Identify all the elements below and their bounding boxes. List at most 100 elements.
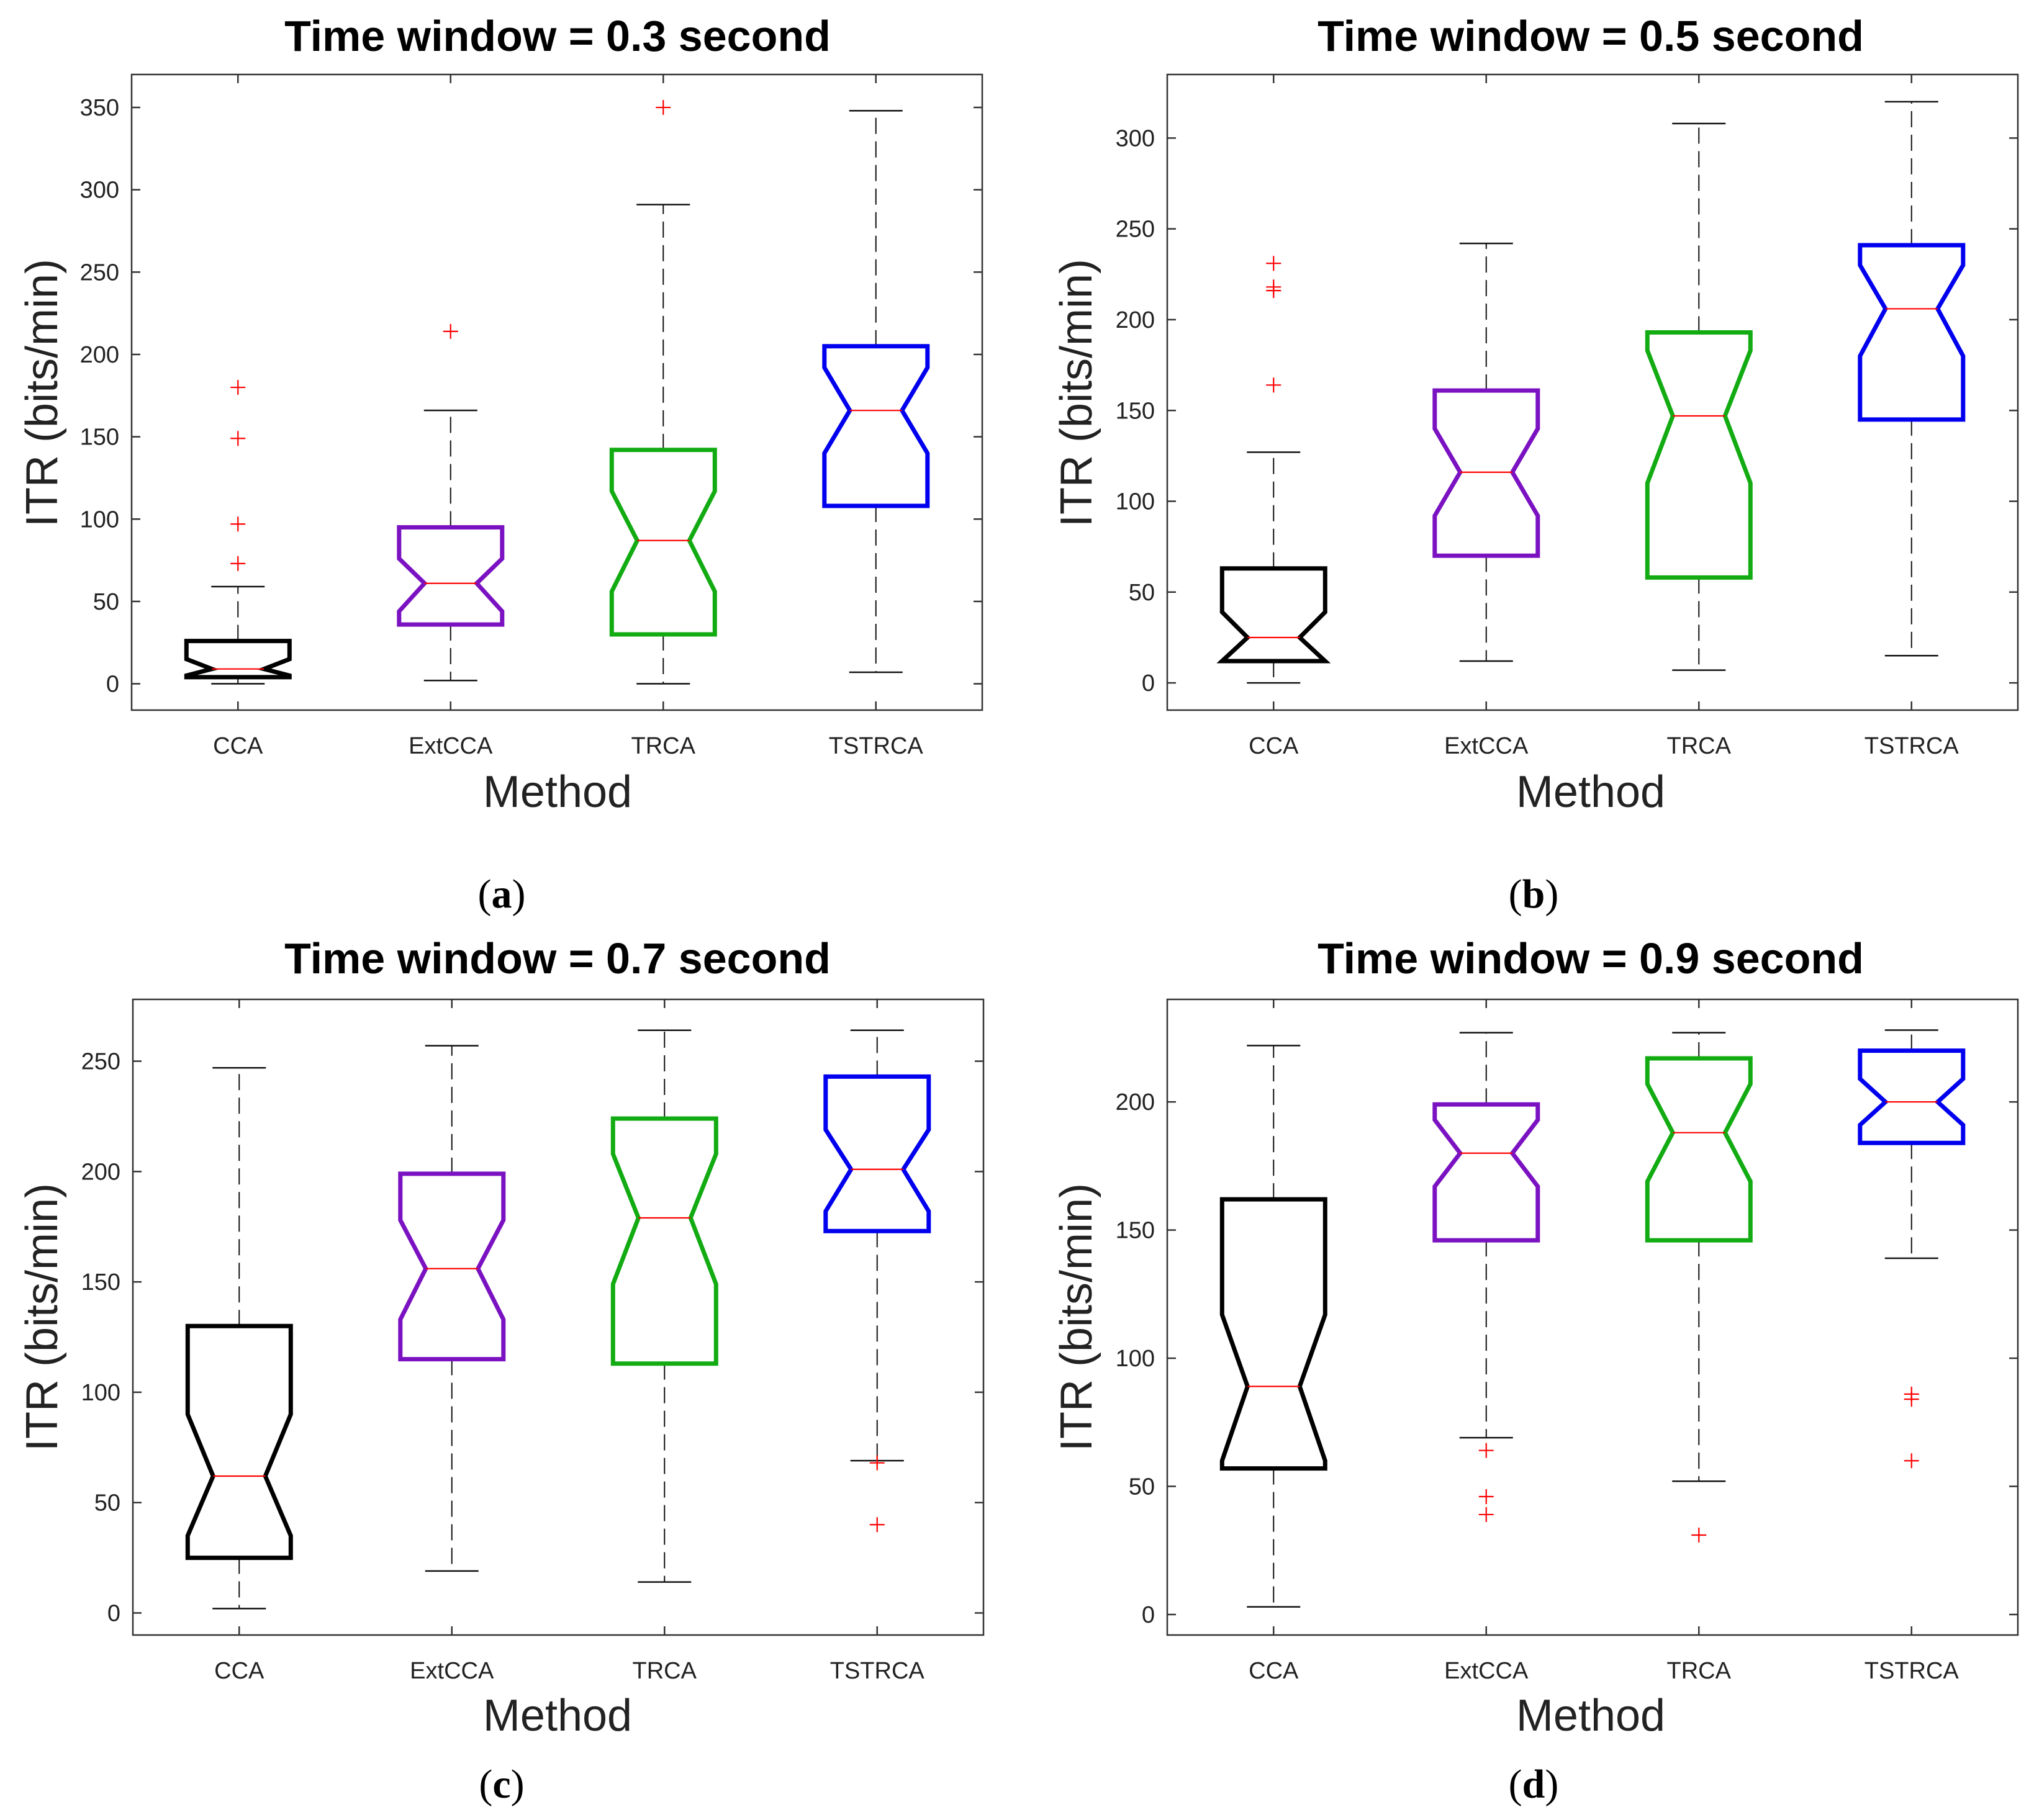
panel-a-cca-outlier-3 bbox=[230, 556, 246, 571]
panel-b-xtick-label-tstrca: TSTRCA bbox=[1864, 733, 1959, 759]
panel-d-xlabel: Method bbox=[1516, 1691, 1665, 1741]
panel-b-xtick-label-cca: CCA bbox=[1249, 733, 1299, 759]
panel-c-xtick-label-extcca: ExtCCA bbox=[410, 1658, 494, 1684]
panel-d-caption-letter: d bbox=[1522, 1762, 1545, 1807]
panel-a-cca-outlier-0 bbox=[230, 380, 246, 395]
panel-d: Time window = 0.9 second ITR (bits/min) … bbox=[1052, 934, 2019, 1807]
panel-d-title: Time window = 0.9 second bbox=[1318, 934, 1864, 983]
panel-c-caption: (c) bbox=[479, 1762, 524, 1807]
panel-d-cca-box bbox=[1219, 1197, 1327, 1471]
panel-b-caption-letter: b bbox=[1522, 872, 1545, 917]
panel-d-ytick-label-150: 150 bbox=[1116, 1218, 1155, 1244]
panel-c-xtick-label-trca: TRCA bbox=[633, 1658, 697, 1684]
panel-c-trca-box bbox=[610, 1116, 718, 1366]
panel-d-extcca-outlier-2 bbox=[1478, 1507, 1494, 1522]
panel-a-extcca-outlier-0 bbox=[443, 323, 458, 339]
panel-d-caption: (d) bbox=[1509, 1762, 1559, 1807]
panel-a-title: Time window = 0.3 second bbox=[284, 12, 831, 60]
panel-c-ytick-label-200: 200 bbox=[81, 1159, 120, 1185]
panel-a-plot-frame bbox=[130, 73, 983, 711]
panel-b-tstrca-box bbox=[1858, 243, 1966, 422]
panel-b-ytick-label-200: 200 bbox=[1116, 307, 1155, 333]
panel-b-ytick-label-250: 250 bbox=[1116, 217, 1155, 243]
panel-d-xtick-label-cca: CCA bbox=[1249, 1658, 1299, 1684]
panel-a-ytick-label-150: 150 bbox=[80, 425, 119, 451]
panel-b-xlabel: Method bbox=[1516, 767, 1665, 817]
panel-b-cca-outlier-2 bbox=[1266, 283, 1281, 299]
panel-b-trca-box bbox=[1645, 330, 1753, 580]
panel-c-caption-letter: c bbox=[492, 1762, 510, 1807]
panel-b-title: Time window = 0.5 second bbox=[1318, 12, 1864, 60]
panel-b-ytick-label-300: 300 bbox=[1116, 125, 1155, 151]
panel-c-xtick-label-cca: CCA bbox=[214, 1658, 264, 1684]
panel-a-xtick-label-tstrca: TSTRCA bbox=[829, 733, 924, 759]
panel-d-ytick-label-50: 50 bbox=[1129, 1474, 1155, 1500]
panel-b-plot-frame bbox=[1166, 73, 2019, 711]
panel-d-tstrca-outlier-2 bbox=[1904, 1453, 1919, 1469]
panel-b-ylabel: ITR (bits/min) bbox=[1052, 259, 1101, 527]
panel-d-plot-frame bbox=[1166, 998, 2019, 1636]
panel-a-tstrca-box bbox=[822, 344, 930, 508]
panel-a-ytick-label-100: 100 bbox=[80, 507, 119, 533]
panel-b-ytick-label-100: 100 bbox=[1116, 489, 1155, 515]
panel-a-ytick-label-50: 50 bbox=[93, 589, 119, 615]
panel-a-xlabel: Method bbox=[483, 767, 632, 817]
panel-c-marks: 0 50 100 150 200 250 CCA ExtCCA TRCA TSTRCA bbox=[81, 998, 985, 1684]
panel-b-xtick-label-trca: TRCA bbox=[1667, 733, 1732, 759]
panel-c-xlabel: Method bbox=[483, 1691, 632, 1741]
panel-c-ytick-label-250: 250 bbox=[81, 1049, 120, 1075]
panel-a-cca-outlier-1 bbox=[230, 431, 246, 446]
panel-c-ytick-label-50: 50 bbox=[94, 1490, 120, 1516]
panel-a-trca-box bbox=[609, 448, 717, 637]
panel-d-tstrca-box bbox=[1858, 1048, 1966, 1145]
panel-d-extcca-outlier-0 bbox=[1478, 1443, 1494, 1458]
panel-a-ylabel: ITR (bits/min) bbox=[17, 259, 67, 527]
panel-c-ytick-label-100: 100 bbox=[81, 1380, 120, 1406]
panel-d-extcca-outlier-1 bbox=[1478, 1489, 1494, 1505]
panel-b-ytick-label-50: 50 bbox=[1129, 580, 1155, 606]
panel-d-trca-outlier-0 bbox=[1691, 1527, 1707, 1543]
panel-d-xtick-label-tstrca: TSTRCA bbox=[1864, 1658, 1959, 1684]
panel-c-title: Time window = 0.7 second bbox=[284, 934, 831, 983]
panel-c-tstrca-box bbox=[823, 1074, 931, 1233]
panel-c-tstrca-outlier-0 bbox=[869, 1455, 885, 1471]
panel-d-marks: 0 50 100 150 200 CCA ExtCCA TRCA TSTRCA bbox=[1116, 998, 2019, 1684]
panel-a: Time window = 0.3 second ITR (bits/min) … bbox=[17, 12, 983, 917]
panel-b-ytick-label-0: 0 bbox=[1142, 670, 1155, 696]
panel-a-xtick-label-extcca: ExtCCA bbox=[409, 733, 493, 759]
panel-a-xtick-label-cca: CCA bbox=[213, 733, 263, 759]
panel-b-cca-outlier-3 bbox=[1266, 377, 1281, 393]
panel-d-ytick-label-0: 0 bbox=[1142, 1602, 1155, 1628]
panel-b-caption: (b) bbox=[1509, 872, 1559, 917]
panel-b-cca-box bbox=[1216, 566, 1331, 664]
panel-d-ytick-label-200: 200 bbox=[1116, 1089, 1155, 1115]
panel-a-marks: 0 50 100 150 200 250 300 350 CCA ExtCCA TRCA TSTRCA bbox=[80, 73, 983, 759]
panel-a-ytick-label-0: 0 bbox=[106, 672, 119, 698]
panel-a-ytick-label-350: 350 bbox=[80, 95, 119, 121]
panel-a-cca-outlier-2 bbox=[230, 516, 246, 532]
panel-b-extcca-box bbox=[1432, 388, 1540, 558]
panel-c-tstrca-outlier-1 bbox=[869, 1517, 885, 1533]
panel-b: Time window = 0.5 second ITR (bits/min) … bbox=[1052, 12, 2019, 917]
panel-c-xtick-label-tstrca: TSTRCA bbox=[830, 1658, 925, 1684]
panel-c-ytick-label-0: 0 bbox=[107, 1600, 120, 1626]
panel-d-tstrca-outlier-1 bbox=[1904, 1392, 1919, 1407]
panel-c-plot-frame bbox=[132, 998, 985, 1636]
panel-d-xtick-label-extcca: ExtCCA bbox=[1444, 1658, 1529, 1684]
panel-c-ylabel: ITR (bits/min) bbox=[17, 1183, 67, 1451]
panel-d-ylabel: ITR (bits/min) bbox=[1052, 1183, 1101, 1451]
panel-a-caption: (a) bbox=[478, 872, 526, 917]
panel-d-ytick-label-100: 100 bbox=[1116, 1346, 1155, 1372]
panel-a-ytick-label-200: 200 bbox=[80, 342, 119, 368]
panel-a-ytick-label-250: 250 bbox=[80, 259, 119, 286]
panel-b-xtick-label-extcca: ExtCCA bbox=[1444, 733, 1529, 759]
panel-b-ytick-label-150: 150 bbox=[1116, 398, 1155, 424]
panel-a-caption-letter: a bbox=[492, 872, 512, 917]
panel-b-marks: 0 50 100 150 200 250 300 CCA ExtCCA TRCA TSTRCA bbox=[1116, 73, 2019, 759]
panel-a-extcca-box bbox=[397, 525, 505, 627]
panel-d-extcca-box bbox=[1432, 1102, 1540, 1243]
panel-c-extcca-box bbox=[398, 1171, 506, 1362]
panel-c-cca-box bbox=[185, 1323, 293, 1561]
panel-c-ytick-label-150: 150 bbox=[81, 1269, 120, 1295]
